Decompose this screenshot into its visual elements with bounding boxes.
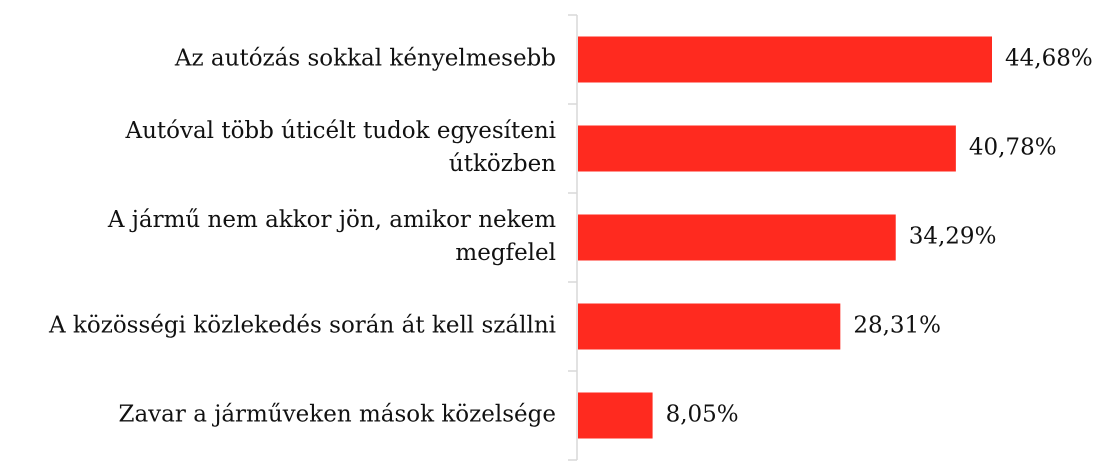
category-label: A közösségi közlekedés során át kell szá… xyxy=(48,313,556,339)
category-label: Az autózás sokkal kényelmesebb xyxy=(174,46,556,72)
bar xyxy=(578,125,956,172)
value-label: 34,29% xyxy=(909,224,997,250)
value-label: 40,78% xyxy=(969,135,1057,161)
value-label: 8,05% xyxy=(666,402,739,428)
category-label: Zavar a járműveken mások közelsége xyxy=(118,402,556,428)
bar xyxy=(578,392,653,439)
category-label: Autóval több úticélt tudok egyesíteni útk… xyxy=(124,118,556,177)
value-label: 44,68% xyxy=(1005,46,1093,72)
category-label: A jármű nem akkor jön, amikor nekem megfe… xyxy=(107,207,556,266)
bar xyxy=(578,36,992,83)
bar xyxy=(578,214,896,261)
bar xyxy=(578,303,841,350)
value-label: 28,31% xyxy=(853,313,941,339)
